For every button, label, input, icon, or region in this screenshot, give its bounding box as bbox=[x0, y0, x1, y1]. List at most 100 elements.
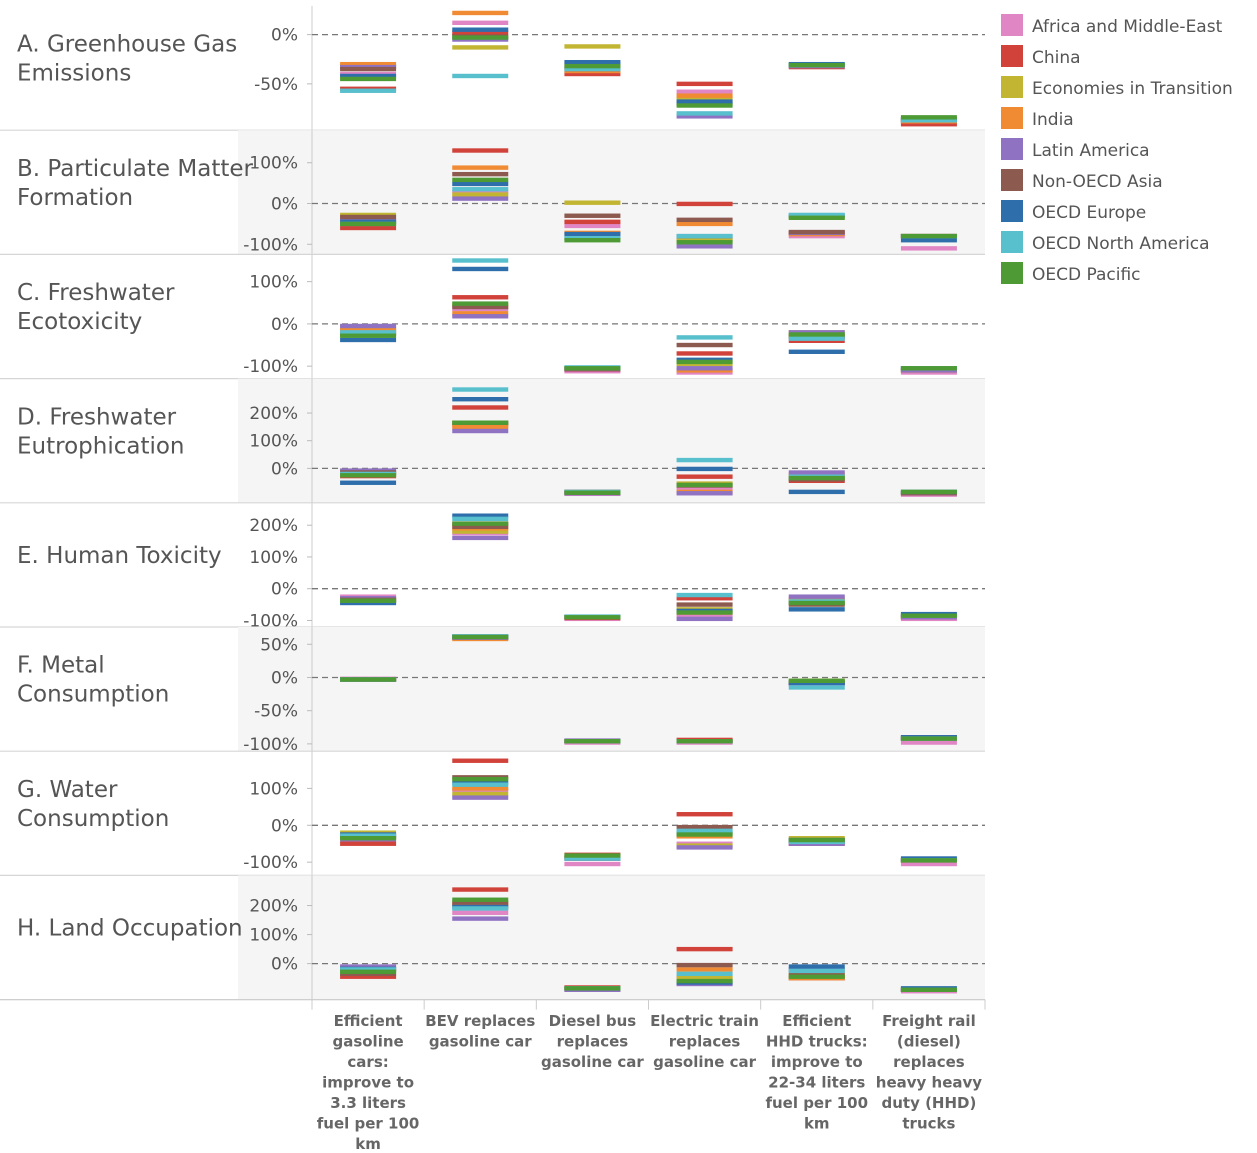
bar-mark bbox=[676, 967, 733, 972]
bar-mark bbox=[676, 832, 733, 837]
bar-mark bbox=[340, 967, 397, 972]
y-tick-label: 0% bbox=[271, 26, 298, 46]
bar-mark bbox=[788, 837, 845, 843]
bar-mark bbox=[452, 192, 509, 197]
bar-mark bbox=[900, 246, 957, 251]
x-tick-label-line: fuel per 100 bbox=[765, 1094, 868, 1112]
panel-label: B. Particulate Matter bbox=[17, 156, 254, 182]
x-tick-label-line: gasoline car bbox=[653, 1053, 756, 1071]
bar-mark bbox=[564, 853, 621, 858]
bar-mark bbox=[340, 600, 397, 606]
bar-mark bbox=[900, 122, 957, 127]
y-tick-label: 0% bbox=[271, 668, 298, 688]
y-tick-label: 200% bbox=[249, 404, 298, 424]
y-tick-label: 0% bbox=[271, 580, 298, 600]
y-tick-label: 100% bbox=[249, 154, 298, 174]
legend-item: Africa and Middle-East bbox=[1001, 14, 1223, 37]
x-tick-label-line: Electric train bbox=[650, 1012, 759, 1030]
legend-item: Latin America bbox=[1001, 138, 1150, 161]
panel-5: 200%100%0%-100%E. Human Toxicity bbox=[0, 502, 985, 631]
bar-mark bbox=[340, 598, 397, 603]
bar-mark bbox=[452, 906, 509, 911]
panel-background bbox=[238, 627, 985, 752]
bar-mark bbox=[564, 986, 621, 991]
legend-label: OECD Europe bbox=[1032, 203, 1146, 223]
bar-mark bbox=[564, 200, 621, 205]
bar-mark bbox=[452, 424, 509, 430]
bar-mark bbox=[340, 480, 397, 485]
legend-item: Economies in Transition bbox=[1001, 76, 1233, 99]
category-axis-labels: Efficient gasoline cars: improve to 3.3 lite… bbox=[317, 1012, 982, 1153]
bar-mark bbox=[452, 529, 509, 534]
bar-mark bbox=[340, 73, 397, 79]
bar-mark bbox=[452, 258, 509, 263]
bar-mark bbox=[340, 330, 397, 335]
legend-swatch bbox=[1001, 138, 1023, 160]
bar-mark bbox=[900, 740, 957, 745]
y-tick-label: 0% bbox=[271, 816, 298, 836]
bar-mark bbox=[452, 795, 509, 800]
legend-label: India bbox=[1032, 110, 1074, 130]
bar-mark bbox=[452, 30, 509, 35]
bar-mark bbox=[564, 223, 621, 229]
bar-mark bbox=[452, 10, 509, 16]
bar-mark bbox=[564, 739, 621, 744]
bar-mark bbox=[900, 736, 957, 741]
bar-mark bbox=[788, 475, 845, 481]
bar-mark bbox=[452, 187, 509, 192]
bar-mark bbox=[676, 96, 733, 101]
bar-mark bbox=[676, 978, 733, 984]
bar-mark bbox=[564, 231, 621, 237]
bar-mark bbox=[340, 836, 397, 841]
bar-mark bbox=[676, 474, 733, 479]
panel-label: Consumption bbox=[17, 806, 169, 832]
bar-mark bbox=[452, 20, 509, 26]
bar-mark bbox=[676, 457, 733, 463]
legend-label: OECD North America bbox=[1032, 234, 1210, 254]
bar-mark bbox=[676, 244, 733, 249]
legend-label: China bbox=[1032, 48, 1081, 68]
bar-mark bbox=[452, 786, 509, 791]
x-tick-label-line: BEV replaces bbox=[425, 1012, 535, 1030]
bar-mark bbox=[676, 739, 733, 744]
bar-mark bbox=[452, 35, 509, 40]
bar-mark bbox=[564, 219, 621, 225]
x-tick-label-line: gasoline bbox=[332, 1033, 403, 1051]
bar-mark bbox=[452, 910, 509, 916]
y-tick-label: 100% bbox=[249, 432, 298, 452]
bar-mark bbox=[452, 45, 509, 50]
bar-mark bbox=[900, 489, 957, 495]
y-tick-label: -50% bbox=[254, 75, 298, 95]
chart-panels: 0% -50% A. Greenhouse Gas Emissions 100% 0% -1… bbox=[0, 6, 986, 1010]
bar-mark bbox=[452, 181, 509, 187]
bar-mark bbox=[564, 238, 621, 243]
y-tick-label: -100% bbox=[243, 235, 298, 255]
x-tick-label-line: trucks bbox=[902, 1115, 955, 1133]
bar-mark bbox=[340, 337, 397, 343]
x-tick-label: Diesel bus replaces gasoline car bbox=[541, 1012, 644, 1071]
bar-mark bbox=[676, 975, 733, 981]
panel-6: 50% 0% -50% -100% F. Metal Consumption bbox=[0, 627, 985, 755]
x-tick-label: Freight rail (diesel) replaces heavy heavy d… bbox=[876, 1012, 983, 1133]
panel-label: Eutrophication bbox=[17, 433, 185, 459]
panel-label: C. Freshwater bbox=[17, 280, 175, 306]
bar-mark bbox=[676, 342, 733, 348]
bar-mark bbox=[676, 812, 733, 817]
bar-mark bbox=[676, 610, 733, 615]
legend-swatch bbox=[1001, 169, 1023, 191]
bar-mark bbox=[788, 62, 845, 68]
bar-mark bbox=[676, 824, 733, 830]
x-tick-label-line: 22-34 liters bbox=[768, 1074, 865, 1092]
x-tick-label-line: gasoline car bbox=[429, 1033, 532, 1051]
bar-mark bbox=[452, 758, 509, 763]
bar-mark bbox=[340, 964, 397, 969]
bar-mark bbox=[676, 962, 733, 968]
bar-mark bbox=[788, 332, 845, 337]
legend-item: India bbox=[1001, 107, 1074, 130]
y-tick-label: 50% bbox=[260, 635, 298, 655]
bar-mark bbox=[564, 44, 621, 49]
legend-label: OECD Pacific bbox=[1032, 265, 1141, 285]
bar-mark bbox=[788, 678, 845, 683]
bar-mark bbox=[900, 115, 957, 120]
panel-label: Consumption bbox=[17, 682, 169, 708]
